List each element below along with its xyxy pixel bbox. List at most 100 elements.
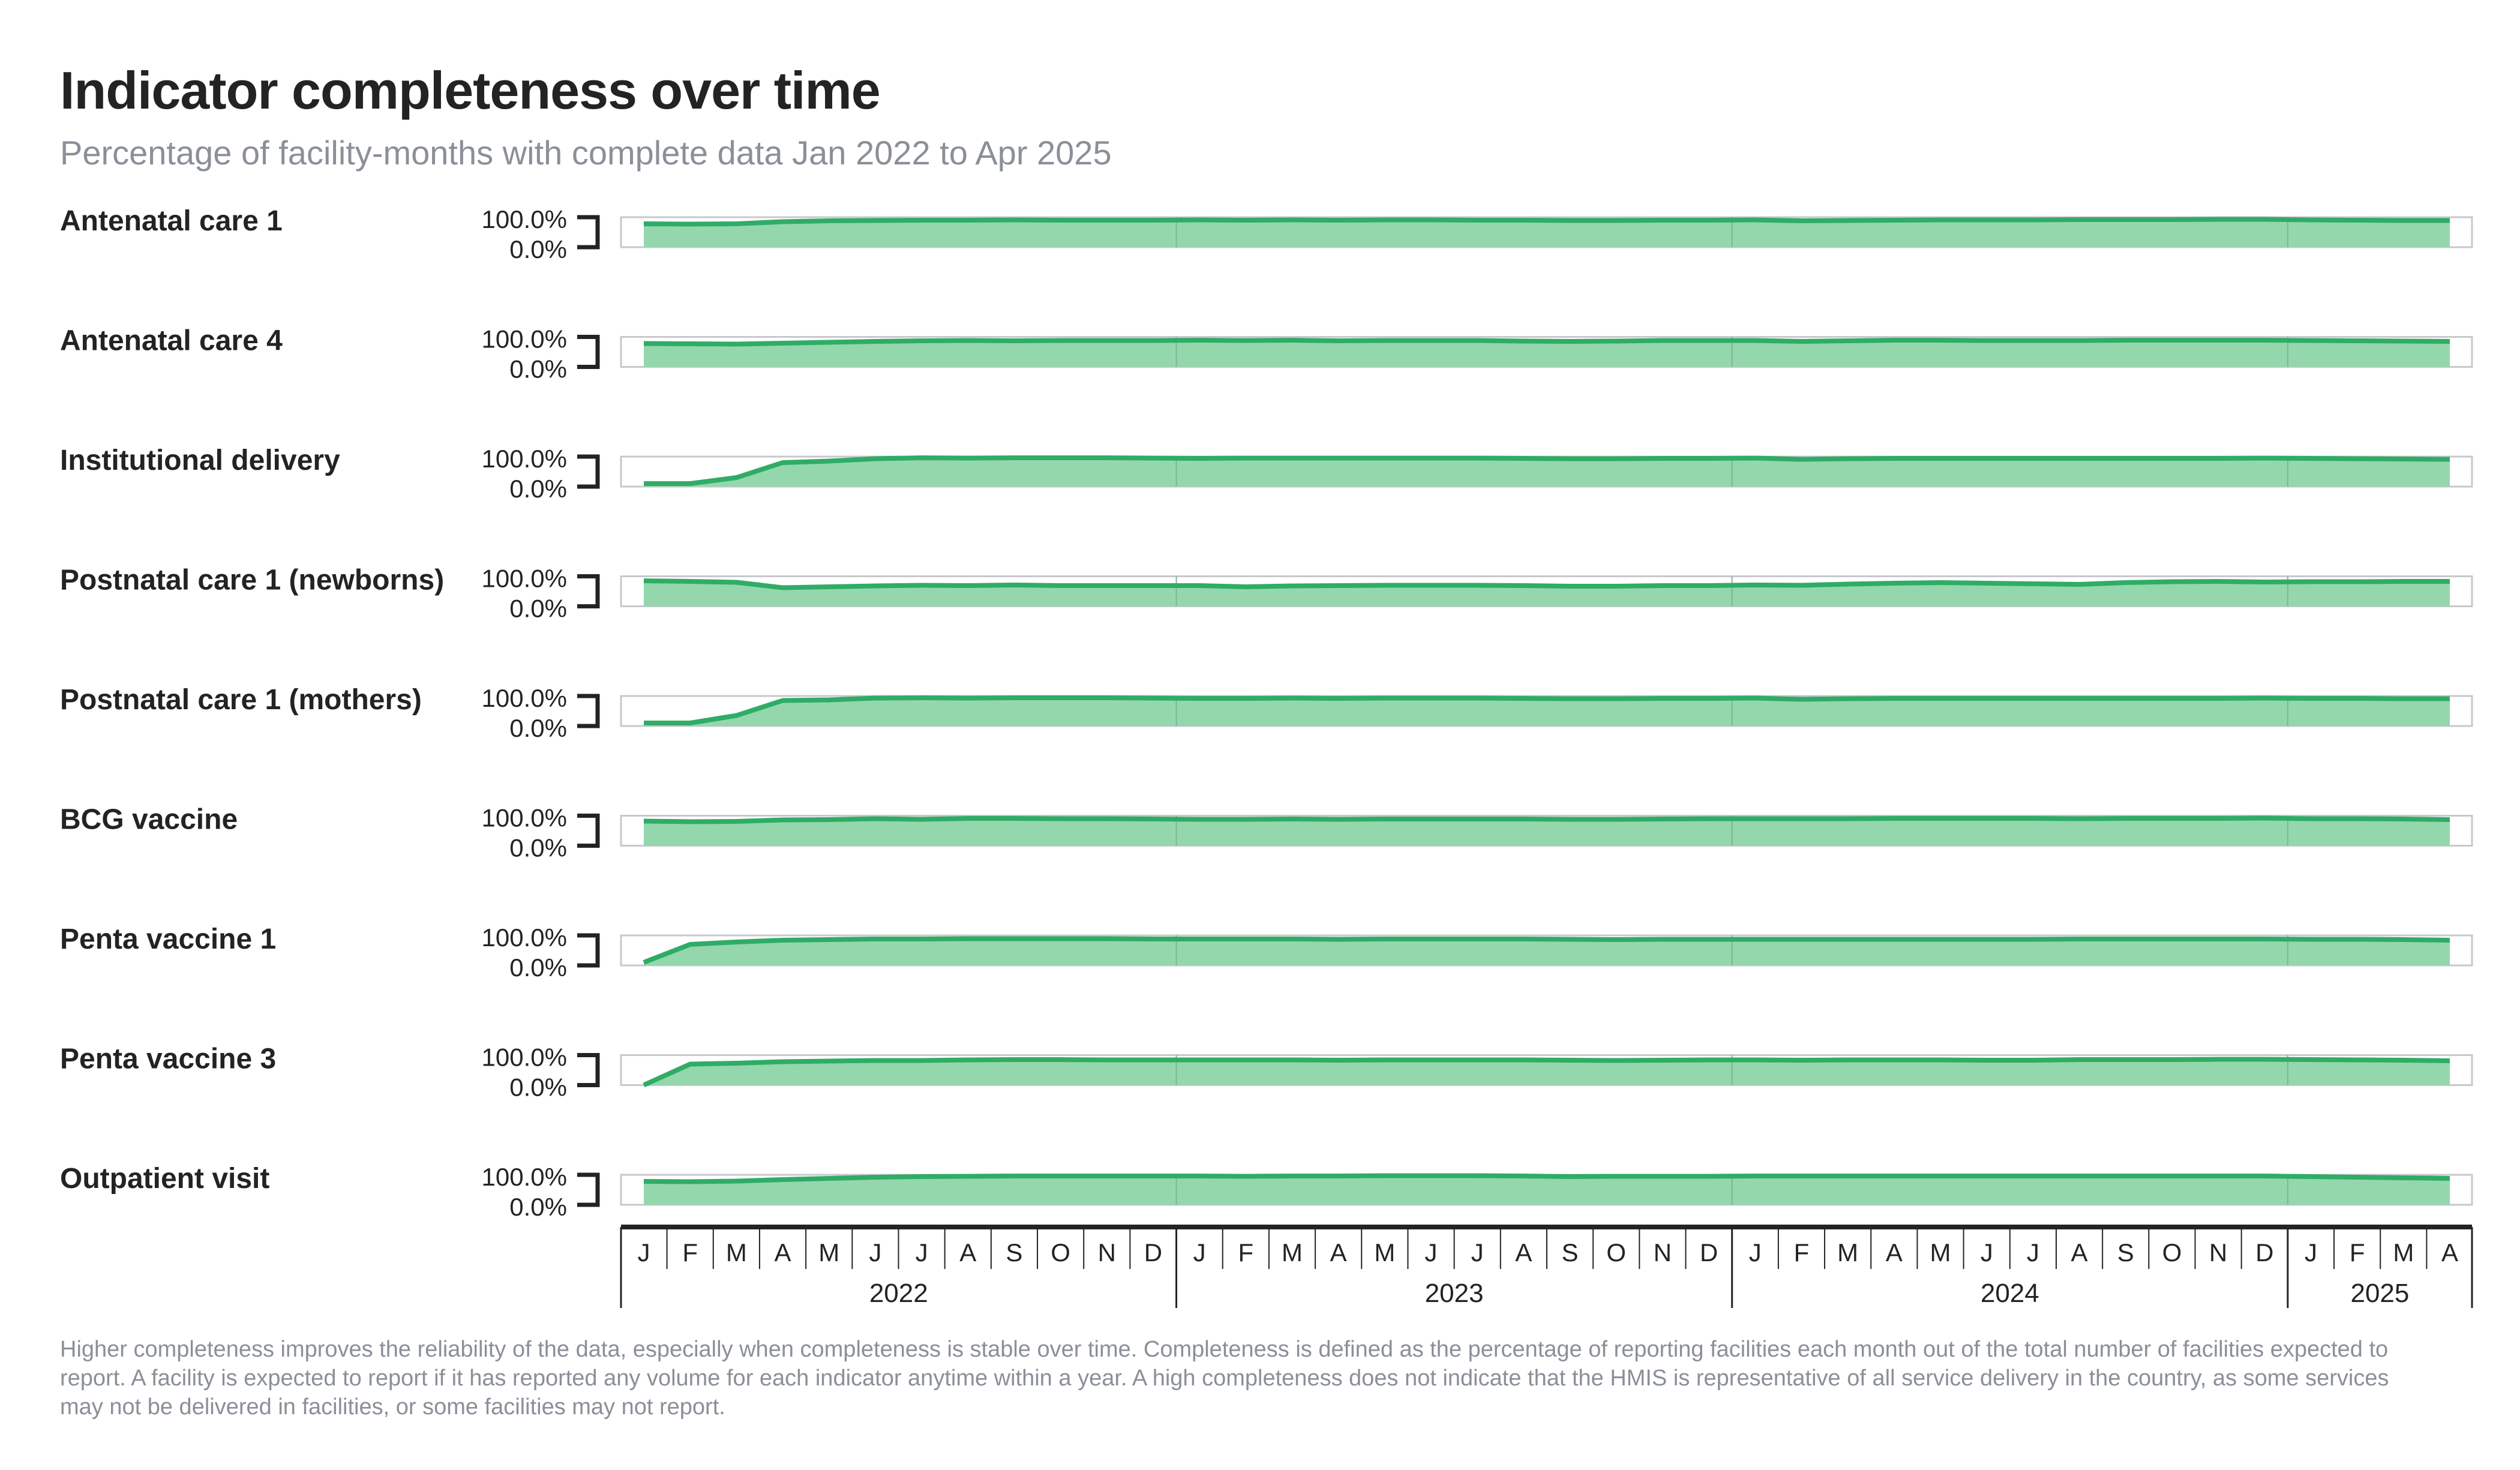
y-tick-label: 0.0% — [509, 1073, 567, 1102]
y-tick-label: 100.0% — [482, 684, 567, 712]
month-tick-label: N — [2209, 1238, 2227, 1267]
y-tick-label: 100.0% — [482, 445, 567, 473]
indicator-row: Penta vaccine 3 100.0%0.0% — [60, 1043, 2473, 1102]
chart-title: Indicator completeness over time — [60, 61, 881, 120]
chart-footnote: Higher completeness improves the reliabi… — [60, 1337, 2389, 1420]
indicator-row: BCG vaccine 100.0%0.0% — [60, 804, 2473, 862]
month-tick-label: M — [1374, 1238, 1395, 1267]
y-tick-label: 100.0% — [482, 804, 567, 832]
series-line — [643, 1173, 2450, 1184]
series-line — [643, 936, 2450, 965]
indicator-row: Penta vaccine 1 100.0%0.0% — [60, 923, 2473, 982]
month-tick-label: N — [1098, 1238, 1116, 1267]
indicator-label: Postnatal care 1 (newborns) — [60, 565, 444, 596]
month-tick-label: F — [1238, 1238, 1254, 1267]
month-tick-label: N — [1654, 1238, 1672, 1267]
y-tick-label: 0.0% — [509, 235, 567, 263]
y-axis-bracket — [577, 454, 600, 489]
y-axis-bracket — [577, 814, 600, 848]
y-tick-label: 100.0% — [482, 325, 567, 353]
month-tick-label: F — [1794, 1238, 1810, 1267]
small-multiples-area-chart: Antenatal care 1 100.0%0.0%Antenatal care… — [60, 205, 2473, 1308]
series-line — [643, 815, 2450, 824]
y-tick-label: 100.0% — [482, 923, 567, 952]
indicator-row: Postnatal care 1 (mothers) 100.0%0.0% — [60, 684, 2473, 742]
month-tick-label: A — [959, 1238, 976, 1267]
month-tick-label: J — [1471, 1238, 1484, 1267]
month-tick-label: D — [1144, 1238, 1162, 1267]
series-area — [644, 818, 2450, 846]
year-tick-label: 2022 — [869, 1279, 928, 1308]
y-tick-label: 100.0% — [482, 205, 567, 233]
indicator-row: Outpatient visit 100.0%0.0% — [60, 1163, 2473, 1221]
y-axis-bracket — [577, 335, 600, 369]
month-tick-label: A — [2071, 1238, 2088, 1267]
y-axis-bracket — [577, 1053, 600, 1087]
year-tick-label: 2025 — [2350, 1279, 2409, 1308]
month-tick-label: A — [1330, 1238, 1347, 1267]
indicator-label: Penta vaccine 3 — [60, 1043, 276, 1075]
month-tick-label: A — [775, 1238, 791, 1267]
month-tick-label: J — [869, 1238, 881, 1267]
indicator-label: Postnatal care 1 (mothers) — [60, 684, 422, 716]
month-tick-label: M — [1282, 1238, 1303, 1267]
month-tick-label: M — [818, 1238, 839, 1267]
month-tick-label: J — [1425, 1238, 1438, 1267]
month-tick-label: M — [1837, 1238, 1858, 1267]
series-area — [644, 219, 2450, 247]
indicator-label: Antenatal care 1 — [60, 205, 283, 237]
y-tick-label: 0.0% — [509, 834, 567, 862]
indicator-row: Antenatal care 1 100.0%0.0% — [60, 205, 2473, 263]
year-tick-label: 2024 — [1981, 1279, 2039, 1308]
series-line — [644, 455, 2450, 486]
month-tick-label: F — [682, 1238, 698, 1267]
indicator-label: Outpatient visit — [60, 1163, 269, 1195]
series-line — [643, 217, 2450, 227]
month-tick-label: A — [1886, 1238, 1903, 1267]
month-tick-label: J — [2027, 1238, 2039, 1267]
y-axis-bracket — [577, 933, 600, 968]
indicator-label: Penta vaccine 1 — [60, 923, 276, 955]
y-axis-bracket — [577, 574, 600, 608]
y-tick-label: 0.0% — [509, 1193, 567, 1221]
series-line — [643, 1057, 2450, 1088]
y-tick-label: 0.0% — [509, 953, 567, 982]
y-tick-label: 0.0% — [509, 595, 567, 623]
month-tick-label: O — [1051, 1238, 1070, 1267]
y-tick-label: 0.0% — [509, 475, 567, 503]
series-line — [644, 695, 2450, 725]
month-tick-label: J — [1749, 1238, 1762, 1267]
series-line — [643, 578, 2450, 590]
series-line — [643, 338, 2450, 347]
y-tick-label: 100.0% — [482, 1043, 567, 1072]
series-area — [644, 938, 2450, 965]
year-tick-label: 2023 — [1425, 1279, 1484, 1308]
chart-subtitle: Percentage of facility-months with compl… — [60, 134, 1112, 172]
y-tick-label: 0.0% — [509, 714, 567, 742]
month-tick-label: S — [2117, 1238, 2134, 1267]
y-axis-bracket — [577, 694, 600, 728]
month-tick-label: O — [1606, 1238, 1626, 1267]
y-tick-label: 100.0% — [482, 565, 567, 593]
month-tick-label: S — [1562, 1238, 1579, 1267]
month-tick-label: M — [2393, 1238, 2414, 1267]
month-tick-label: J — [638, 1238, 650, 1267]
y-axis-bracket — [577, 1172, 600, 1207]
indicator-row: Postnatal care 1 (newborns) 100.0%0.0% — [60, 565, 2473, 623]
month-tick-label: F — [2350, 1238, 2365, 1267]
month-tick-label: J — [1193, 1238, 1206, 1267]
series-area — [644, 1059, 2450, 1085]
month-tick-label: A — [1515, 1238, 1532, 1267]
series-area — [644, 340, 2450, 367]
series-area — [644, 698, 2450, 726]
y-tick-label: 100.0% — [482, 1163, 567, 1191]
indicator-row: Institutional delivery 100.0%0.0% — [60, 445, 2473, 503]
month-tick-label: D — [1700, 1238, 1718, 1267]
month-tick-label: O — [2162, 1238, 2182, 1267]
month-tick-label: M — [1930, 1238, 1951, 1267]
month-tick-label: J — [916, 1238, 928, 1267]
indicator-label: Antenatal care 4 — [60, 325, 283, 357]
month-tick-label: J — [1981, 1238, 1993, 1267]
indicator-row: Antenatal care 4 100.0%0.0% — [60, 325, 2473, 383]
